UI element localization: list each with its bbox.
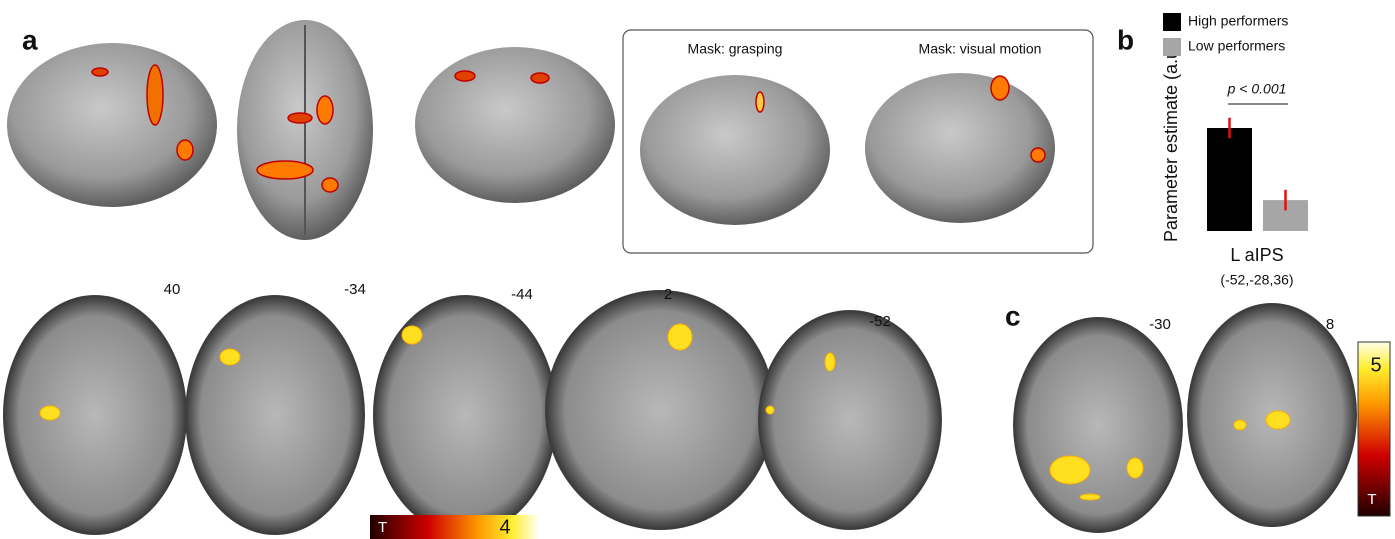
activation-blob xyxy=(321,177,339,193)
legend-swatch xyxy=(1163,13,1181,31)
mri-slice xyxy=(185,295,365,535)
panel-label: b xyxy=(1117,24,1134,55)
activation-blob xyxy=(824,352,836,372)
activation-blob xyxy=(287,112,313,124)
mri-slice xyxy=(3,295,187,535)
colorbar-max: 4 xyxy=(499,516,510,538)
activation-blob xyxy=(39,405,61,421)
x-tick-label: L aIPS xyxy=(1230,245,1283,265)
activation-blob xyxy=(316,95,334,125)
panel-label: a xyxy=(22,24,38,55)
activation-blob xyxy=(530,72,550,84)
colorbar-label: T xyxy=(1367,491,1376,508)
colorbar xyxy=(1357,341,1391,517)
brain-render xyxy=(7,43,217,207)
activation-blob xyxy=(454,70,476,82)
mask-label: Mask: visual motion xyxy=(919,41,1042,57)
brain-render xyxy=(865,73,1055,223)
legend-label: Low performers xyxy=(1188,38,1285,54)
colorbar xyxy=(370,515,537,539)
slice-coordinate: -30 xyxy=(1149,316,1171,333)
mri-slice xyxy=(373,295,557,535)
slice-coordinate: 2 xyxy=(664,286,672,303)
slice-coordinate: -52 xyxy=(869,313,891,330)
activation-blob xyxy=(219,348,241,366)
mri-slice xyxy=(758,310,942,530)
activation-blob xyxy=(256,160,314,180)
activation-blob xyxy=(1030,147,1046,163)
activation-blob xyxy=(1126,457,1144,479)
bar xyxy=(1207,128,1252,231)
slice-coordinate: 8 xyxy=(1326,316,1334,333)
activation-blob xyxy=(667,323,693,351)
slice-coordinate: -44 xyxy=(511,286,533,303)
activation-blob xyxy=(146,64,164,126)
activation-blob xyxy=(990,75,1010,101)
mri-slice xyxy=(1013,317,1183,533)
colorbar-max: 5 xyxy=(1370,354,1381,376)
activation-blob xyxy=(1049,455,1091,485)
annotation: p < 0.001 xyxy=(1227,81,1287,97)
mri-slice xyxy=(545,290,775,530)
slice-coordinate: -34 xyxy=(344,281,366,298)
activation-blob xyxy=(176,139,194,161)
legend-swatch xyxy=(1163,38,1181,56)
mask-box xyxy=(622,29,1094,254)
y-axis-label: Parameter estimate (a.u.) xyxy=(1161,38,1181,242)
activation-blob xyxy=(765,405,775,415)
activation-blob xyxy=(401,325,423,345)
activation-blob xyxy=(1265,410,1291,430)
activation-blob xyxy=(1233,419,1247,431)
panel-label: c xyxy=(1005,300,1021,331)
category-note: (-52,-28,36) xyxy=(1220,272,1293,288)
brain-render xyxy=(640,75,830,225)
activation-blob xyxy=(755,91,765,113)
activation-blob xyxy=(91,67,109,77)
mask-label: Mask: grasping xyxy=(688,41,783,57)
colorbar-label: T xyxy=(378,519,387,536)
activation-blob xyxy=(1079,493,1101,501)
legend-label: High performers xyxy=(1188,13,1288,29)
slice-coordinate: 40 xyxy=(164,281,181,298)
brain-render xyxy=(415,47,615,203)
